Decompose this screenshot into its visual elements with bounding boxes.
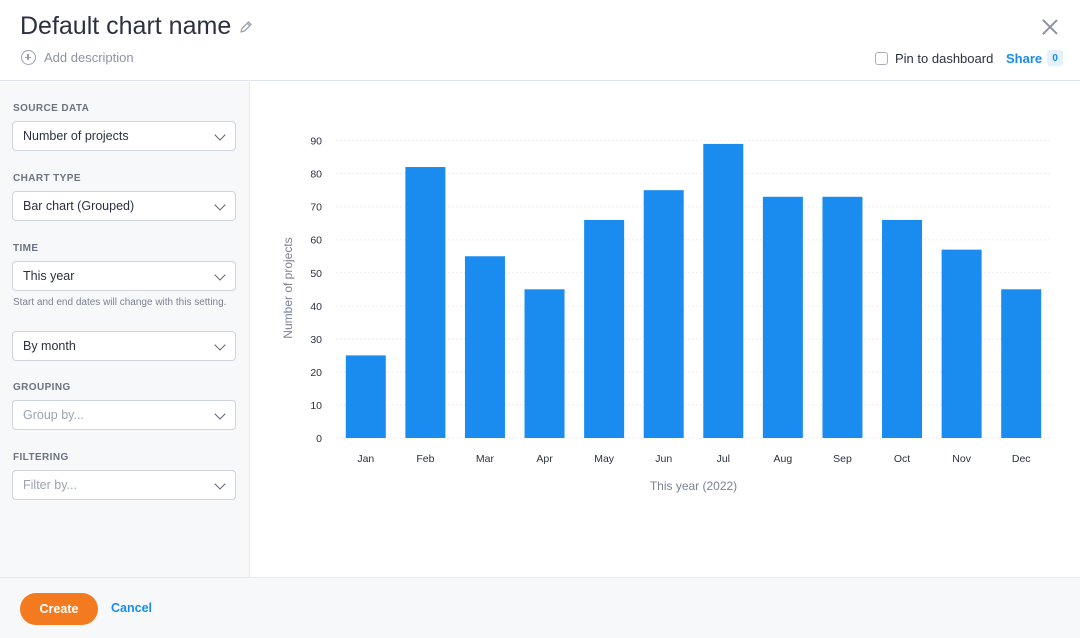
chevron-down-icon: [214, 408, 226, 420]
y-tick-label: 40: [310, 301, 322, 313]
y-tick-label: 0: [316, 433, 322, 445]
pin-to-dashboard-toggle[interactable]: Pin to dashboard: [875, 51, 993, 66]
bar-may: [584, 219, 625, 438]
bar-apr: [524, 289, 565, 438]
modal-header: Default chart name Add description Pin t…: [0, 0, 1080, 81]
chart-type-select[interactable]: Bar chart (Grouped): [12, 191, 236, 221]
y-tick-label: 60: [310, 235, 322, 247]
plus-circle-icon: [21, 50, 36, 65]
y-tick-label: 80: [310, 169, 322, 181]
share-button[interactable]: Share 0: [1006, 50, 1064, 66]
x-axis-title: This year (2022): [650, 479, 737, 493]
chart-area: 0 10 20 30 40 50 60 70 80 90 Jan Feb Mar Apr May Jun Jul…: [251, 82, 1080, 577]
close-icon[interactable]: [1042, 19, 1058, 35]
time-value: This year: [23, 269, 75, 283]
y-axis-title: Number of projects: [281, 237, 295, 338]
y-tick-label: 20: [310, 367, 322, 379]
time-interval-select[interactable]: By month: [12, 331, 236, 361]
grouping-select[interactable]: Group by...: [12, 400, 236, 430]
bar-aug: [762, 196, 803, 438]
chart-title[interactable]: Default chart name: [20, 12, 232, 40]
chevron-down-icon: [214, 129, 226, 141]
time-label: TIME: [13, 243, 39, 254]
y-tick-label: 30: [310, 334, 322, 346]
x-tick-label: Aug: [774, 453, 793, 465]
pin-label: Pin to dashboard: [895, 51, 994, 66]
source-data-label: SOURCE DATA: [13, 103, 90, 114]
bar-nov: [941, 249, 982, 438]
modal-footer: Create Cancel: [0, 577, 1080, 638]
bar-jul: [703, 143, 744, 439]
add-description-label: Add description: [44, 50, 134, 65]
x-tick-label: Jul: [717, 453, 730, 465]
time-interval-value: By month: [23, 339, 76, 353]
time-select[interactable]: This year: [12, 261, 236, 291]
cancel-button[interactable]: Cancel: [111, 601, 152, 615]
chevron-down-icon: [214, 269, 226, 281]
bar-sep: [822, 196, 863, 438]
y-tick-label: 50: [310, 268, 322, 280]
chevron-down-icon: [214, 478, 226, 490]
x-tick-label: Apr: [536, 453, 553, 465]
x-tick-label: Dec: [1012, 453, 1031, 465]
pin-checkbox[interactable]: [875, 52, 888, 65]
filtering-placeholder: Filter by...: [23, 478, 77, 492]
create-button[interactable]: Create: [20, 593, 98, 625]
bar-oct: [882, 219, 923, 438]
bar-chart: 0 10 20 30 40 50 60 70 80 90 Jan Feb Mar Apr May Jun Jul…: [281, 136, 1051, 493]
x-tick-label: Jan: [357, 453, 374, 465]
bar-jan: [345, 355, 386, 438]
y-tick-label: 90: [310, 136, 322, 148]
filtering-label: FILTERING: [13, 452, 69, 463]
share-count-badge: 0: [1047, 50, 1064, 66]
x-tick-label: Feb: [416, 453, 434, 465]
x-tick-label: Nov: [952, 453, 971, 465]
pencil-icon[interactable]: [239, 20, 253, 34]
x-tick-label: Sep: [833, 453, 852, 465]
chevron-down-icon: [214, 339, 226, 351]
x-tick-label: Mar: [476, 453, 495, 465]
chart-type-value: Bar chart (Grouped): [23, 199, 135, 213]
time-helper-text: Start and end dates will change with thi…: [13, 297, 227, 308]
x-tick-label: Oct: [894, 453, 910, 465]
settings-sidebar: SOURCE DATA Number of projects CHART TYP…: [0, 82, 250, 577]
grouping-label: GROUPING: [13, 382, 71, 393]
y-tick-label: 70: [310, 202, 322, 214]
share-label: Share: [1006, 50, 1043, 66]
bar-jun: [643, 190, 684, 438]
chevron-down-icon: [214, 199, 226, 211]
x-tick-label: Jun: [655, 453, 672, 465]
filtering-select[interactable]: Filter by...: [12, 470, 236, 500]
bar-feb: [405, 167, 446, 438]
bar-mar: [464, 256, 505, 438]
source-data-select[interactable]: Number of projects: [12, 121, 236, 151]
grouping-placeholder: Group by...: [23, 408, 84, 422]
title-row: Default chart name: [20, 12, 253, 41]
source-data-value: Number of projects: [23, 129, 129, 143]
y-tick-label: 10: [310, 400, 322, 412]
bar-dec: [1001, 289, 1042, 438]
chart-type-label: CHART TYPE: [13, 173, 81, 184]
add-description-button[interactable]: Add description: [21, 50, 134, 65]
x-tick-label: May: [594, 453, 615, 465]
